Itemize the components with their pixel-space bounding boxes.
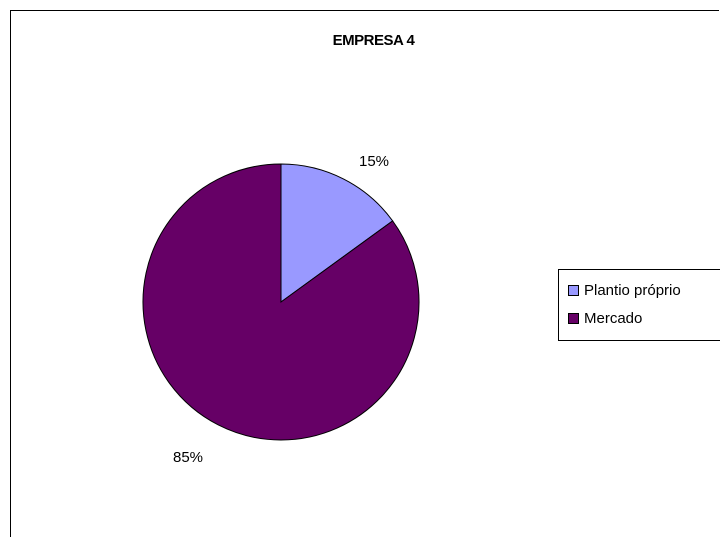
slice-label-plantio-proprio: 15% bbox=[359, 153, 389, 170]
legend: Plantio próprio Mercado bbox=[558, 269, 720, 341]
pie-slice-plantio-proprio bbox=[280, 163, 394, 303]
pie-slice-labels: 15% 85% bbox=[173, 153, 389, 466]
chart-title: EMPRESA 4 bbox=[332, 32, 415, 49]
slice-label-mercado: 85% bbox=[173, 449, 203, 466]
legend-swatch-mercado bbox=[568, 312, 579, 324]
legend-item-mercado: Mercado bbox=[568, 308, 642, 328]
legend-swatch-plantio-proprio bbox=[568, 284, 579, 296]
legend-item-plantio-proprio: Plantio próprio bbox=[568, 280, 681, 300]
pie-slice-mercado bbox=[142, 163, 420, 441]
legend-label-plantio-proprio: Plantio próprio bbox=[584, 281, 681, 299]
legend-label-mercado: Mercado bbox=[584, 309, 643, 327]
pie-slices bbox=[142, 163, 420, 441]
